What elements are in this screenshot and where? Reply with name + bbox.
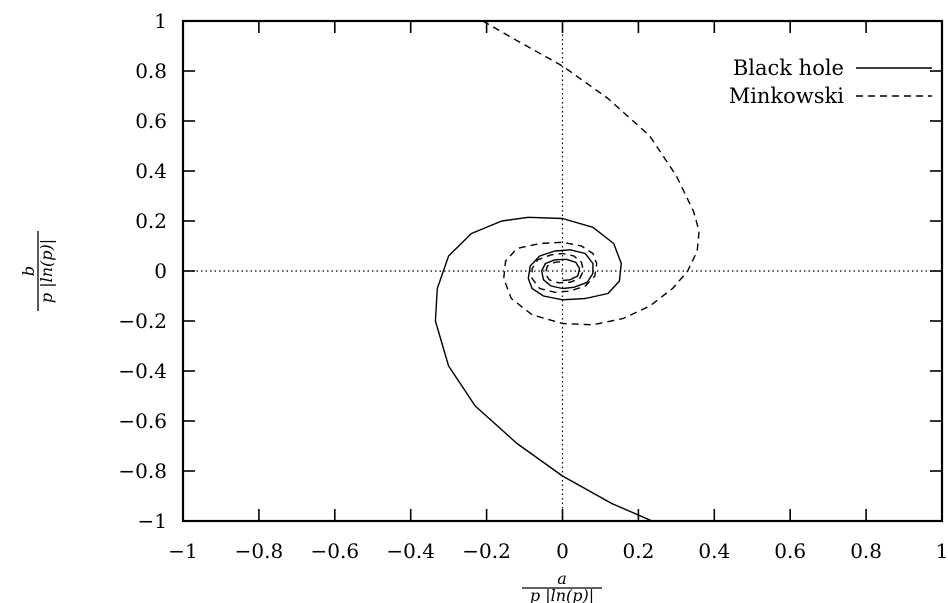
x-tick-label: 0.8 — [850, 539, 882, 563]
y-tick-label: −0.2 — [118, 309, 167, 333]
x-tick-label: −1 — [168, 539, 197, 563]
y-tick-label: −0.6 — [118, 409, 167, 433]
series-line-minkowski — [482, 21, 700, 326]
y-tick-label: 0.4 — [135, 159, 167, 183]
series-line-black-hole — [434, 216, 653, 521]
x-tick-label: 0 — [556, 539, 569, 563]
x-tick-label: 0.2 — [622, 539, 654, 563]
plot-area — [183, 21, 942, 521]
legend: Black hole Minkowski — [729, 56, 932, 108]
x-tick-label: 0.6 — [774, 539, 806, 563]
x-axis-label-numerator: a — [557, 569, 567, 588]
x-tick-label: −0.6 — [311, 539, 360, 563]
y-tick-label: −0.4 — [118, 359, 167, 383]
y-tick-label: 0.6 — [135, 109, 167, 133]
legend-label: Black hole — [733, 56, 844, 80]
x-axis-label: ap |ln(p)| — [522, 569, 602, 603]
y-tick-label: 1 — [154, 9, 167, 33]
y-tick-label: 0 — [154, 259, 167, 283]
x-tick-label: −0.4 — [386, 539, 435, 563]
y-tick-label: 0.2 — [135, 209, 167, 233]
x-tick-label: 0.4 — [698, 539, 730, 563]
y-tick-label: −1 — [138, 509, 167, 533]
y-axis-label-numerator: b — [19, 266, 38, 276]
axes: −1 −0.8 −0.6 −0.4 −0.2 0 0.2 0.4 0.6 0.8 1 1 0.8 0.6 0… — [19, 9, 948, 603]
x-tick-label: −0.2 — [462, 539, 511, 563]
x-tick-label: −0.8 — [235, 539, 284, 563]
y-axis-label-denominator: p |ln(p)| — [37, 239, 56, 303]
x-tick-label: 1 — [936, 539, 948, 563]
x-axis-label-denominator: p |ln(p)| — [530, 586, 594, 603]
y-tick-label: −0.8 — [118, 459, 167, 483]
y-tick-label: 0.8 — [135, 59, 167, 83]
legend-label: Minkowski — [729, 84, 845, 108]
